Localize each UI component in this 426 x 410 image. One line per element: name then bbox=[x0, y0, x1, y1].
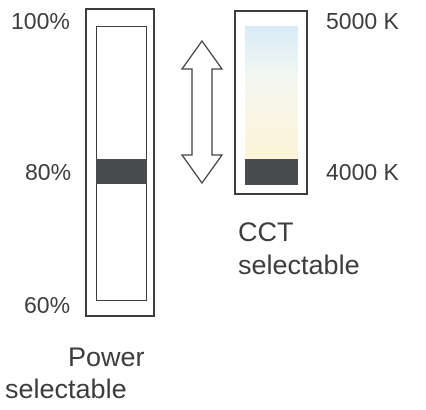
double-headed-vertical-arrow-icon bbox=[180, 40, 224, 184]
power-top-label: 100% bbox=[11, 8, 70, 34]
cct-caption-line1: CCT bbox=[238, 217, 294, 247]
power-slider-handle[interactable] bbox=[96, 159, 147, 184]
cct-top-label: 5000 K bbox=[326, 8, 399, 34]
power-caption-line1: Power bbox=[68, 342, 145, 372]
cct-caption-line2: selectable bbox=[238, 250, 360, 280]
power-bottom-label: 60% bbox=[24, 292, 71, 318]
cct-color-gradient bbox=[245, 26, 298, 185]
cct-bottom-label: 4000 K bbox=[326, 159, 399, 185]
cct-slider-handle[interactable] bbox=[245, 159, 298, 185]
power-caption-line2: selectable bbox=[5, 374, 127, 404]
power-mid-label: 80% bbox=[25, 159, 72, 185]
